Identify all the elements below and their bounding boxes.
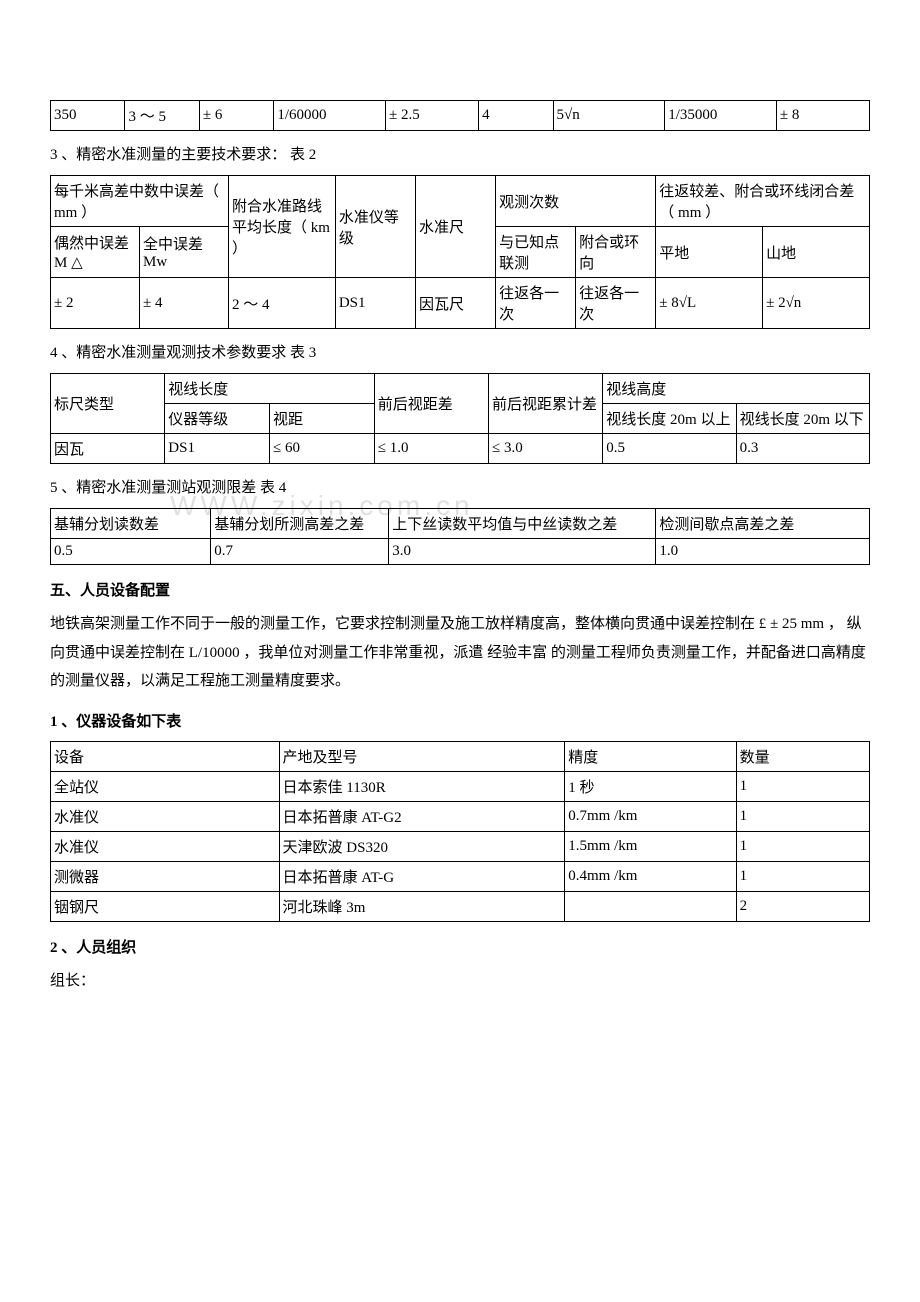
t2-sub6: 山地 — [763, 227, 870, 278]
t3-r2: DS1 — [165, 434, 270, 464]
paragraph-5: 地铁高架测量工作不同于一般的测量工作，它要求控制测量及施工放样精度高，整体横向贯… — [50, 610, 870, 696]
table-5: 设备 产地及型号 精度 数量 全站仪 日本索佳 1130R 1 秒 1 水准仪 … — [50, 741, 870, 922]
t3-sub2: 视距 — [270, 404, 375, 434]
t5-r2c3: 1 — [736, 831, 869, 861]
t2-h6: 往返较差、附合或环线闭合差（ mm ） — [656, 176, 870, 227]
t5-h1: 设备 — [51, 741, 280, 771]
t5-r2c1: 天津欧波 DS320 — [279, 831, 565, 861]
t2-sub2: 全中误差 Mw — [140, 227, 229, 278]
table-3: 标尺类型 视线长度 前后视距差 前后视距累计差 视线高度 仪器等级 视距 视线长… — [50, 373, 870, 464]
heading-5: 五、人员设备配置 — [50, 579, 870, 600]
t5-r4c0: 铟钢尺 — [51, 891, 280, 921]
t2-sub4: 附合或环向 — [576, 227, 656, 278]
t5-r4c2 — [565, 891, 736, 921]
t5-h4: 数量 — [736, 741, 869, 771]
t3-sub3: 视线长度 20m 以上 — [603, 404, 736, 434]
t4-h2: 基辅分划所测高差之差 — [211, 509, 389, 539]
t1-c1: 350 — [51, 101, 125, 131]
caption-table3: 4 、精密水准测量观测技术参数要求 表 3 — [50, 341, 870, 365]
t1-c3: ± 6 — [199, 101, 273, 131]
t3-h2: 视线长度 — [165, 374, 375, 404]
t5-r1c2: 0.7mm /km — [565, 801, 736, 831]
table-2: 每千米高差中数中误差（ mm ） 附合水准路线平均长度（ km ） 水准仪等级 … — [50, 175, 870, 329]
t2-r3: 2 ～ 4 — [229, 278, 336, 329]
t2-h3: 水准仪等级 — [335, 176, 415, 278]
t5-r0c3: 1 — [736, 771, 869, 801]
t5-r2c0: 水准仪 — [51, 831, 280, 861]
t2-r5: 因瓦尺 — [415, 278, 495, 329]
table-row: 铟钢尺 河北珠峰 3m 2 — [51, 891, 870, 921]
t5-r0c1: 日本索佳 1130R — [279, 771, 565, 801]
t4-h3: 上下丝读数平均值与中丝读数之差 — [389, 509, 656, 539]
t5-r0c2: 1 秒 — [565, 771, 736, 801]
t3-h3: 前后视距差 — [374, 374, 488, 434]
t1-c4: 1/60000 — [274, 101, 386, 131]
t1-c7: 5√n — [553, 101, 665, 131]
table-1: 350 3 ～ 5 ± 6 1/60000 ± 2.5 4 5√n 1/3500… — [50, 100, 870, 131]
t3-h5: 视线高度 — [603, 374, 870, 404]
table-row: 全站仪 日本索佳 1130R 1 秒 1 — [51, 771, 870, 801]
t2-sub3: 与已知点联测 — [496, 227, 576, 278]
t2-r2: ± 4 — [140, 278, 229, 329]
t2-h2: 附合水准路线平均长度（ km ） — [229, 176, 336, 278]
t3-r4: ≤ 1.0 — [374, 434, 488, 464]
t5-r1c1: 日本拓普康 AT-G2 — [279, 801, 565, 831]
t2-sub5: 平地 — [656, 227, 763, 278]
t5-r3c0: 测微器 — [51, 861, 280, 891]
t1-c9: ± 8 — [776, 101, 869, 131]
t5-r1c0: 水准仪 — [51, 801, 280, 831]
t4-r1: 0.5 — [51, 539, 211, 565]
t1-c2: 3 ～ 5 — [125, 101, 199, 131]
t2-r7: 往返各一次 — [576, 278, 656, 329]
t4-h4: 检测间歇点高差之差 — [656, 509, 870, 539]
t3-h4: 前后视距累计差 — [489, 374, 603, 434]
table-row: 测微器 日本拓普康 AT-G 0.4mm /km 1 — [51, 861, 870, 891]
t3-r5: ≤ 3.0 — [489, 434, 603, 464]
t5-r4c3: 2 — [736, 891, 869, 921]
t3-r3: ≤ 60 — [270, 434, 375, 464]
t3-sub4: 视线长度 20m 以下 — [736, 404, 869, 434]
t1-c6: 4 — [479, 101, 553, 131]
table-row: 水准仪 天津欧波 DS320 1.5mm /km 1 — [51, 831, 870, 861]
t5-r0c0: 全站仪 — [51, 771, 280, 801]
t4-h1: 基辅分划读数差 — [51, 509, 211, 539]
t2-r6: 往返各一次 — [496, 278, 576, 329]
t2-r1: ± 2 — [51, 278, 140, 329]
t4-r2: 0.7 — [211, 539, 389, 565]
t3-sub1: 仪器等级 — [165, 404, 270, 434]
t2-h5: 观测次数 — [496, 176, 656, 227]
t2-r9: ± 2√n — [763, 278, 870, 329]
t3-r7: 0.3 — [736, 434, 869, 464]
t3-r1: 因瓦 — [51, 434, 165, 464]
t5-r3c2: 0.4mm /km — [565, 861, 736, 891]
t1-c5: ± 2.5 — [386, 101, 479, 131]
t2-h4: 水准尺 — [415, 176, 495, 278]
heading-6: 1 、仪器设备如下表 — [50, 710, 870, 731]
t4-r3: 3.0 — [389, 539, 656, 565]
paragraph-7: 组长： — [50, 967, 870, 996]
t5-r1c3: 1 — [736, 801, 869, 831]
t5-h2: 产地及型号 — [279, 741, 565, 771]
caption-table2: 3 、精密水准测量的主要技术要求： 表 2 — [50, 143, 870, 167]
table-4: 基辅分划读数差 基辅分划所测高差之差 上下丝读数平均值与中丝读数之差 检测间歇点… — [50, 508, 870, 565]
t5-r4c1: 河北珠峰 3m — [279, 891, 565, 921]
t2-r4: DS1 — [335, 278, 415, 329]
caption-table4: 5 、精密水准测量测站观测限差 表 4 — [50, 476, 870, 500]
t2-r8: ± 8√L — [656, 278, 763, 329]
t2-h1: 每千米高差中数中误差（ mm ） — [51, 176, 229, 227]
t5-h3: 精度 — [565, 741, 736, 771]
t4-r4: 1.0 — [656, 539, 870, 565]
table-row: 水准仪 日本拓普康 AT-G2 0.7mm /km 1 — [51, 801, 870, 831]
t2-sub1: 偶然中误差 M △ — [51, 227, 140, 278]
t3-r6: 0.5 — [603, 434, 736, 464]
t3-h1: 标尺类型 — [51, 374, 165, 434]
t5-r3c1: 日本拓普康 AT-G — [279, 861, 565, 891]
heading-7: 2 、人员组织 — [50, 936, 870, 957]
t5-r2c2: 1.5mm /km — [565, 831, 736, 861]
t1-c8: 1/35000 — [665, 101, 777, 131]
t5-r3c3: 1 — [736, 861, 869, 891]
